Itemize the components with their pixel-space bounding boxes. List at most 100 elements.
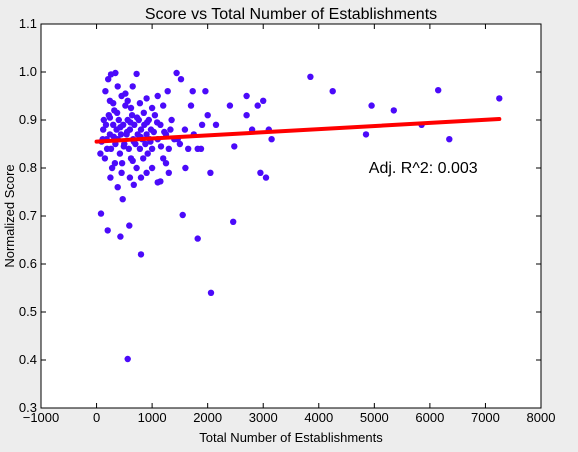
x-axis-title: Total Number of Establishments [199, 430, 383, 445]
data-point [182, 164, 189, 172]
data-point [105, 76, 112, 83]
data-point [181, 126, 189, 133]
data-point [104, 227, 111, 234]
data-point [144, 150, 151, 157]
data-point [162, 160, 170, 167]
data-point [136, 145, 144, 152]
data-point [112, 69, 119, 77]
data-point [97, 150, 104, 157]
x-tick-label: 7000 [471, 410, 500, 425]
axis-ticks: −1000 0 1000 2000 3000 4000 5000 6000 7000 8000 0.… [19, 16, 556, 425]
data-point [100, 116, 108, 124]
data-point [128, 112, 136, 119]
data-point [140, 155, 147, 162]
data-point [148, 145, 156, 152]
data-point [148, 104, 156, 112]
data-point [262, 174, 270, 181]
x-tick-label: 5000 [360, 410, 389, 425]
data-point [137, 174, 145, 181]
data-point [110, 100, 117, 107]
data-point [198, 121, 206, 128]
data-point [179, 211, 186, 219]
data-point [125, 145, 132, 152]
data-point [160, 102, 167, 109]
data-point [446, 136, 453, 143]
x-tick-label: 1000 [138, 410, 167, 425]
chart-title: Score vs Total Number of Establishments [145, 6, 437, 23]
data-point [140, 109, 147, 117]
data-point [113, 109, 121, 117]
data-point [368, 102, 375, 109]
data-point [164, 88, 171, 95]
data-point [173, 69, 180, 77]
data-point [137, 251, 145, 258]
r-squared-annotation: Adj. R^2: 0.003 [369, 160, 478, 177]
data-point [101, 155, 109, 162]
data-point [117, 124, 124, 131]
data-point [161, 128, 168, 136]
y-tick-label: 0.6 [19, 256, 37, 271]
data-point [106, 114, 114, 121]
data-point [120, 143, 128, 150]
data-point [102, 88, 109, 95]
data-point [122, 90, 129, 97]
data-point [362, 131, 370, 138]
data-point [143, 131, 150, 138]
data-point [127, 119, 134, 126]
data-point [176, 140, 184, 148]
y-tick-label: 0.7 [19, 208, 37, 223]
data-point [197, 145, 205, 152]
y-tick-label: 0.5 [19, 304, 37, 319]
x-tick-label: −1000 [23, 410, 60, 425]
x-tick-label: 2000 [193, 410, 222, 425]
data-point [118, 169, 125, 176]
data-point [107, 174, 114, 181]
data-point [153, 119, 161, 126]
data-point [116, 150, 124, 157]
data-point [187, 102, 195, 109]
data-point [142, 140, 149, 148]
y-tick-label: 1.1 [19, 16, 37, 31]
data-point [133, 70, 140, 78]
data-point [150, 128, 157, 136]
data-point [123, 128, 131, 136]
data-point [122, 102, 129, 109]
y-tick-label: 0.4 [19, 352, 37, 367]
data-point [154, 179, 161, 186]
data-point [118, 160, 126, 167]
data-point [329, 88, 336, 95]
data-point [102, 121, 110, 128]
data-point [231, 143, 238, 150]
data-point [124, 355, 131, 363]
y-tick-label: 0.8 [19, 160, 37, 175]
data-point [260, 97, 267, 105]
data-point [133, 164, 140, 172]
data-point [202, 88, 209, 95]
data-point [129, 157, 136, 164]
data-point [119, 196, 126, 203]
data-point [435, 87, 442, 94]
x-tick-label: 6000 [415, 410, 444, 425]
data-point [226, 102, 234, 109]
data-point [110, 133, 118, 140]
y-axis-title: Normalized Score [2, 164, 17, 267]
y-tick-label: 0.3 [19, 400, 37, 415]
data-point [154, 92, 161, 100]
data-point [126, 174, 134, 181]
data-point [115, 116, 123, 124]
data-point [257, 169, 264, 176]
data-point [111, 160, 119, 167]
data-point [103, 145, 111, 152]
data-point [143, 119, 151, 126]
data-point [204, 112, 211, 119]
data-point [268, 136, 275, 143]
y-tick-label: 1.0 [19, 64, 37, 79]
data-point [165, 169, 172, 176]
data-point [177, 76, 185, 83]
data-point [127, 104, 135, 112]
data-point [129, 83, 136, 90]
data-point [254, 102, 261, 109]
fit-line [94, 117, 502, 144]
data-point [212, 121, 220, 128]
data-point [151, 112, 159, 119]
